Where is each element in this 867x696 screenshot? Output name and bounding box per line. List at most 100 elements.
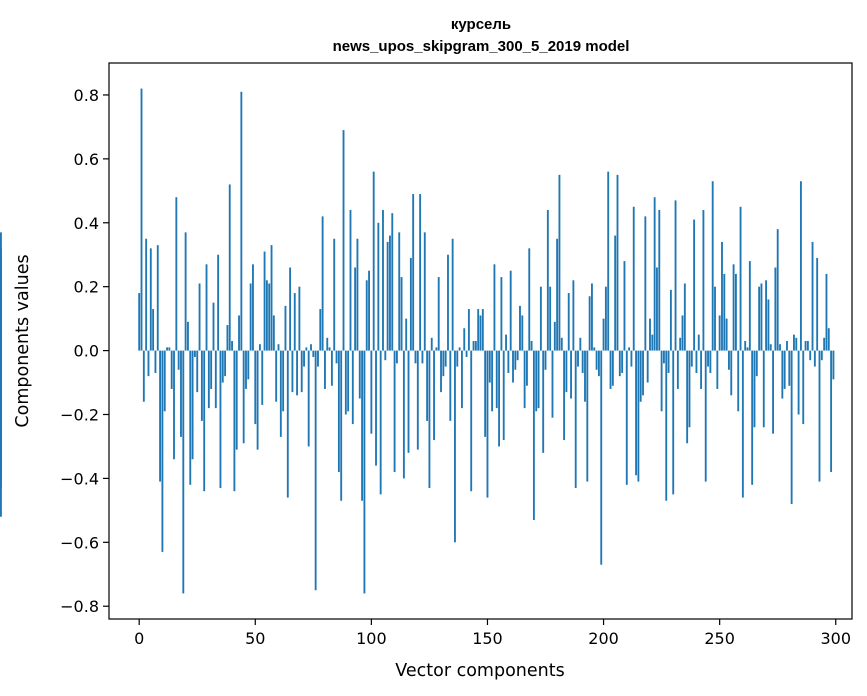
- bar: [762, 350, 765, 428]
- bar: [509, 270, 512, 351]
- bar: [449, 350, 452, 421]
- bar: [421, 350, 424, 364]
- bar: [407, 350, 410, 453]
- bar: [746, 347, 749, 351]
- y-tick-label: 0.0: [74, 342, 99, 361]
- y-tick-label: −0.6: [60, 533, 99, 552]
- bar: [804, 341, 807, 351]
- bar: [159, 350, 162, 482]
- x-axis-ticks: 0 50 100 150 200 250 300: [134, 619, 851, 648]
- bar: [716, 350, 719, 389]
- bar: [663, 350, 665, 364]
- bar: [203, 350, 206, 492]
- bar: [265, 280, 268, 351]
- bar: [644, 216, 647, 351]
- bar: [282, 350, 285, 412]
- bar: [458, 347, 461, 351]
- bar: [683, 283, 686, 351]
- bar: [238, 315, 240, 351]
- bar: [326, 337, 329, 351]
- bar: [797, 350, 800, 415]
- bar: [375, 350, 377, 466]
- bar: [739, 206, 742, 351]
- bar: [737, 350, 740, 412]
- bar: [372, 171, 375, 351]
- bar: [261, 350, 264, 405]
- bar: [579, 337, 582, 351]
- bar: [788, 350, 791, 386]
- bar: [732, 264, 735, 351]
- bar: [409, 257, 412, 351]
- bar: [570, 350, 572, 399]
- bar: [672, 350, 675, 495]
- bar: [328, 347, 331, 351]
- bar: [342, 130, 345, 351]
- bar: [558, 174, 561, 351]
- bar: [370, 350, 373, 434]
- bar: [521, 315, 524, 351]
- bar: [467, 309, 470, 351]
- bar: [667, 350, 670, 373]
- bar: [461, 350, 463, 409]
- y-axis-ticks: −0.8 −0.6 −0.4 −0.2 0.0 0.2 0.4 0.6 0.8: [60, 86, 109, 616]
- bar: [200, 350, 203, 421]
- bar: [231, 341, 233, 351]
- bar: [138, 293, 141, 351]
- bar: [623, 261, 626, 351]
- bar: [152, 309, 155, 351]
- bar: [187, 321, 189, 351]
- bar: [526, 350, 528, 386]
- bar: [293, 293, 296, 351]
- bar: [154, 350, 157, 373]
- bar: [607, 171, 610, 351]
- bar: [609, 350, 612, 389]
- bar: [539, 286, 542, 351]
- bar: [351, 350, 354, 425]
- bar: [398, 232, 401, 351]
- bar: [686, 350, 689, 444]
- bar: [193, 350, 196, 357]
- bar: [247, 350, 250, 380]
- bar: [189, 350, 192, 485]
- bar: [437, 277, 440, 351]
- bar: [519, 305, 521, 351]
- bar: [595, 350, 598, 370]
- bar: [711, 181, 714, 351]
- bar: [196, 350, 199, 393]
- bar: [586, 350, 589, 482]
- bar: [456, 350, 459, 367]
- bar: [391, 213, 394, 351]
- bar: [744, 341, 747, 351]
- bar: [546, 209, 549, 351]
- bar: [669, 289, 672, 351]
- bar: [758, 286, 761, 351]
- bar: [284, 305, 287, 351]
- bar: [365, 280, 368, 351]
- bar: [363, 350, 366, 594]
- bar: [616, 174, 619, 351]
- bar: [725, 318, 728, 351]
- bar: [226, 325, 229, 351]
- bar: [679, 337, 682, 351]
- bar: [412, 194, 415, 351]
- bar: [324, 350, 326, 389]
- bar: [140, 88, 143, 351]
- bar: [493, 264, 496, 351]
- bar: [774, 267, 777, 351]
- bar: [707, 350, 709, 367]
- bar: [806, 341, 809, 351]
- bar: [384, 350, 387, 361]
- bar: [700, 350, 703, 389]
- bar: [465, 350, 468, 357]
- bar: [783, 350, 786, 389]
- y-tick-label: 0.2: [74, 278, 99, 297]
- bar: [704, 350, 707, 482]
- bar: [665, 350, 668, 501]
- bar: [660, 350, 663, 412]
- bar: [632, 206, 635, 351]
- bar: [145, 238, 148, 351]
- bar: [389, 235, 391, 351]
- bar: [479, 315, 482, 351]
- bar: [488, 350, 491, 383]
- bar: [651, 334, 654, 351]
